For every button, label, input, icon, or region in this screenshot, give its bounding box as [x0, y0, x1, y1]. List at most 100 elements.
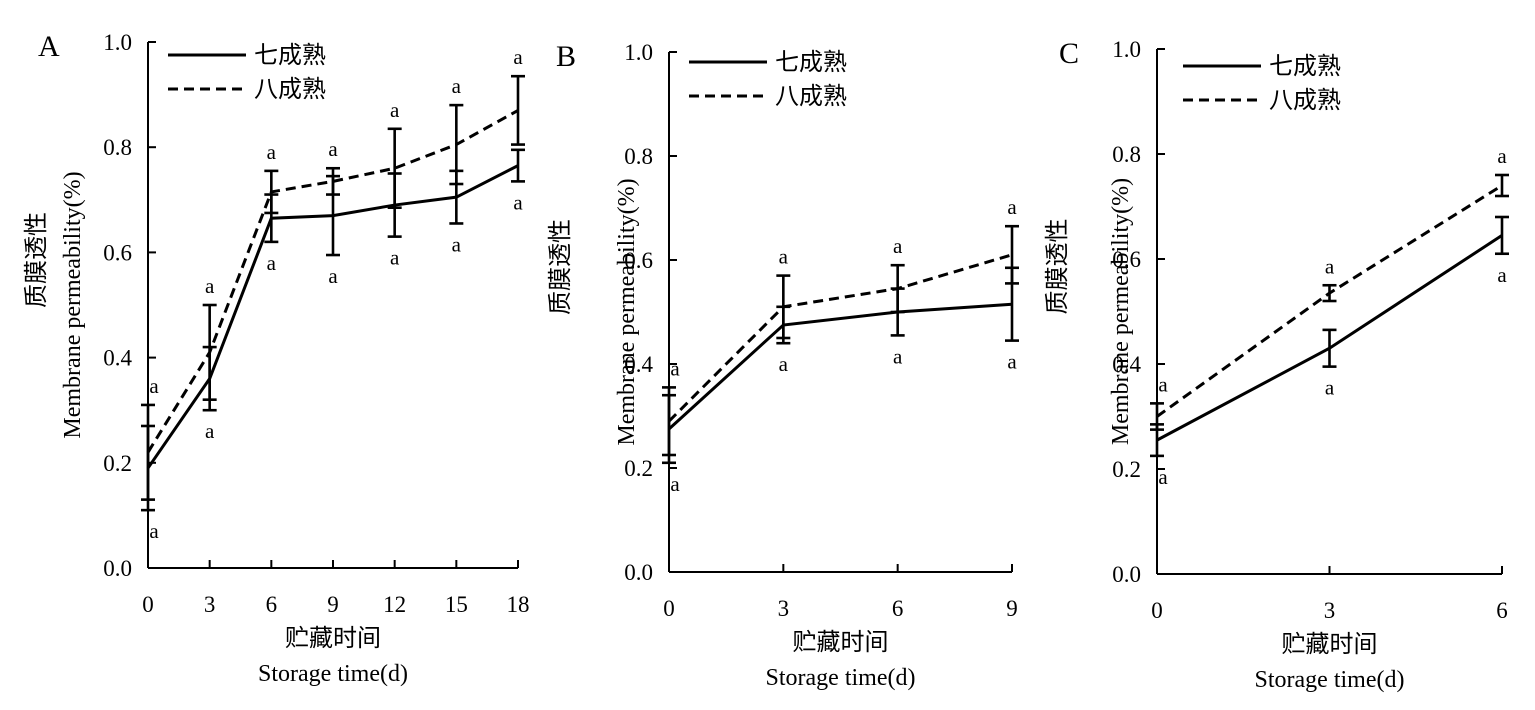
error-bar [326, 166, 340, 196]
y-tick-label: 0.8 [624, 144, 653, 169]
y-axis-title-cn: 质膜透性 [547, 219, 574, 315]
y-tick-label: 0.4 [103, 346, 132, 371]
error-bar [1322, 283, 1337, 303]
error-bar [662, 386, 676, 457]
x-tick-label: 0 [663, 596, 675, 621]
y-tick-label: 0.2 [1112, 457, 1141, 482]
significance-label: a [1007, 350, 1017, 374]
y-tick-label: 0.6 [624, 248, 653, 273]
x-tick-label: 3 [778, 596, 790, 621]
significance-label: a [1325, 254, 1335, 278]
significance-label: a [1007, 195, 1017, 219]
panel-label: A [38, 30, 60, 63]
significance-label: a [1497, 263, 1507, 287]
error-bar [264, 169, 279, 215]
significance-label: a [452, 74, 462, 98]
panel-label: C [1059, 37, 1079, 70]
error-bar [511, 148, 525, 183]
x-tick-label: 9 [327, 592, 339, 617]
x-tick-label: 3 [1324, 598, 1336, 623]
significance-label: a [779, 352, 789, 376]
y-axis-title-cn: 质膜透性 [1044, 219, 1071, 315]
x-tick-label: 6 [1496, 598, 1508, 623]
x-axis-title: Storage time(d) [258, 661, 408, 687]
significance-label: a [328, 264, 338, 288]
y-axis-title: Membrane permeability(%) [1108, 178, 1134, 445]
error-bar [776, 274, 791, 340]
significance-label: a [267, 140, 277, 164]
significance-label: a [1158, 465, 1168, 489]
error-bar [202, 303, 217, 401]
legend-label: 八成熟 [775, 83, 847, 110]
legend-label: 七成熟 [775, 49, 847, 76]
significance-label: a [779, 245, 789, 269]
y-tick-label: 0.2 [103, 451, 132, 476]
panel-label: B [556, 40, 576, 73]
significance-label: a [390, 246, 400, 270]
significance-label: a [893, 344, 903, 368]
significance-label: a [149, 374, 159, 398]
significance-label: a [390, 98, 400, 122]
error-bar [890, 263, 905, 314]
y-tick-label: 0.0 [103, 556, 132, 581]
x-tick-label: 12 [383, 592, 406, 617]
y-tick-label: 0.0 [1112, 562, 1141, 587]
y-tick-label: 0.2 [624, 456, 653, 481]
x-axis-title: Storage time(d) [1255, 667, 1405, 693]
x-tick-label: 6 [266, 592, 278, 617]
y-tick-label: 0.4 [624, 352, 653, 377]
significance-label: a [149, 519, 159, 543]
legend-label: 七成熟 [1269, 53, 1341, 80]
significance-label: a [205, 419, 215, 443]
x-tick-label: 0 [1151, 598, 1163, 623]
panel-a: A 0.0 0.2 0.4 0.6 0.8 1.0 0 3 6 9 12 15 18 贮藏时间 Storage… [23, 30, 530, 687]
error-bar [511, 74, 525, 146]
x-tick-label: 6 [892, 596, 904, 621]
x-tick-label: 15 [445, 592, 468, 617]
significance-label: a [670, 356, 680, 380]
significance-label: a [1497, 144, 1507, 168]
y-tick-label: 0.0 [624, 560, 653, 585]
error-bar [141, 403, 155, 501]
significance-label: a [267, 251, 277, 275]
error-bar [1495, 173, 1509, 198]
error-bar [387, 127, 402, 209]
x-axis-title-cn: 贮藏时间 [793, 629, 889, 656]
legend-label: 八成熟 [1269, 87, 1341, 114]
significance-label: a [328, 137, 338, 161]
series-line-solid [667, 302, 1013, 431]
significance-label: a [893, 234, 903, 258]
y-tick-label: 0.8 [1112, 142, 1141, 167]
y-axis-title: Membrane permeability(%) [60, 171, 86, 438]
error-bar [1150, 402, 1164, 431]
x-axis-title: Storage time(d) [766, 665, 916, 691]
legend-label: 七成熟 [254, 42, 326, 69]
error-bar [1495, 215, 1509, 256]
legend-label: 八成熟 [254, 76, 326, 103]
x-axis-title-cn: 贮藏时间 [285, 625, 381, 652]
x-tick-label: 3 [204, 592, 216, 617]
panel-b: B 0.0 0.2 0.4 0.6 0.8 1.0 0 3 6 9 贮藏时间 Storage time(… [547, 40, 1019, 691]
y-axis-title: Membrane permeability(%) [614, 178, 640, 445]
x-tick-label: 18 [507, 592, 530, 617]
error-bar [449, 103, 464, 186]
y-tick-label: 0.8 [103, 135, 132, 160]
x-tick-label: 9 [1006, 596, 1018, 621]
significance-label: a [670, 472, 680, 496]
y-tick-label: 1.0 [624, 40, 653, 65]
significance-label: a [1158, 372, 1168, 396]
panel-c: C 0.0 0.2 0.4 0.6 0.8 1.0 0 3 6 贮藏时间 Storage time(d… [1044, 37, 1509, 693]
significance-label: a [513, 190, 523, 214]
x-tick-label: 0 [142, 592, 154, 617]
series-line-dashed [667, 253, 1013, 423]
significance-label: a [1325, 376, 1335, 400]
y-axis-title-cn: 质膜透性 [23, 212, 50, 308]
x-axis-title-cn: 贮藏时间 [1282, 631, 1378, 658]
error-bar [1322, 328, 1337, 368]
y-tick-label: 1.0 [1112, 37, 1141, 62]
y-tick-label: 0.4 [1112, 352, 1141, 377]
significance-label: a [205, 274, 215, 298]
significance-label: a [452, 232, 462, 256]
error-bar [1005, 224, 1019, 285]
